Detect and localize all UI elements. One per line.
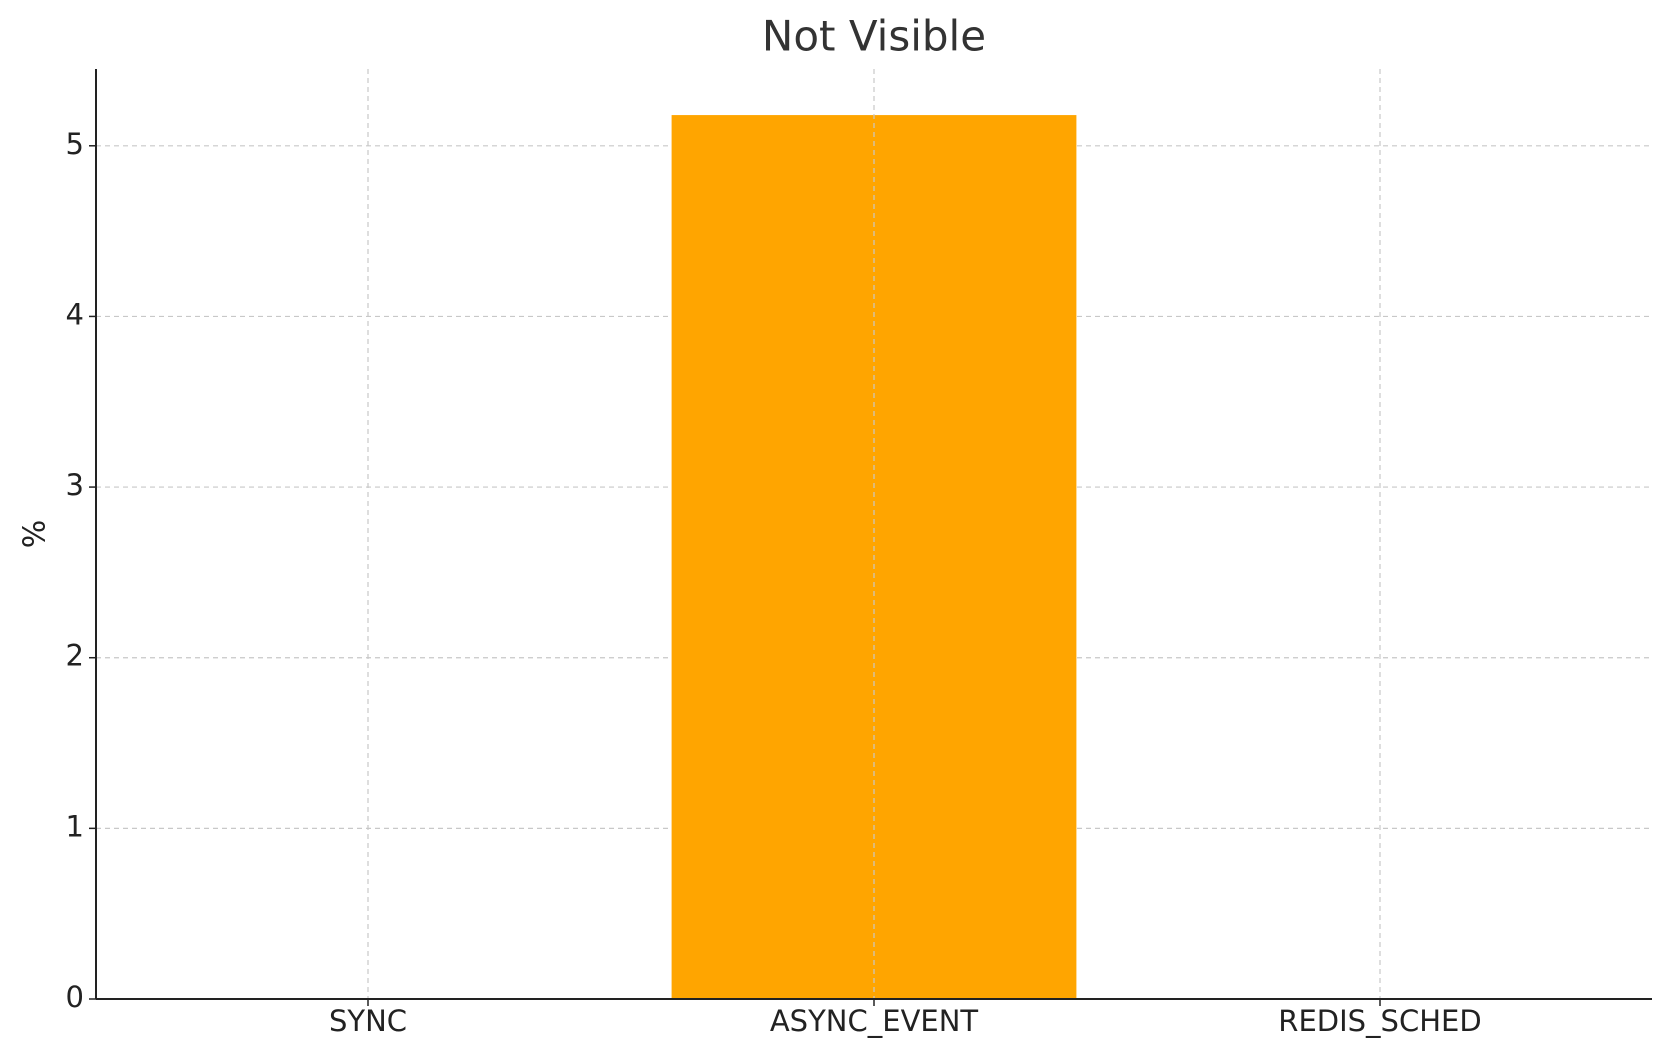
x-tick-label: REDIS_SCHED — [1278, 1004, 1481, 1038]
y-tick-label: 3 — [66, 468, 84, 502]
y-tick-label: 2 — [66, 639, 84, 673]
y-tick-label: 0 — [66, 980, 84, 1014]
y-tick-label: 1 — [66, 809, 84, 843]
chart-title: Not Visible — [762, 12, 986, 61]
x-tick-label: ASYNC_EVENT — [770, 1004, 979, 1038]
y-tick-label: 5 — [66, 127, 84, 161]
x-tick-label: SYNC — [329, 1004, 407, 1038]
y-axis-label: % — [18, 520, 53, 549]
y-tick-label: 4 — [66, 297, 84, 331]
